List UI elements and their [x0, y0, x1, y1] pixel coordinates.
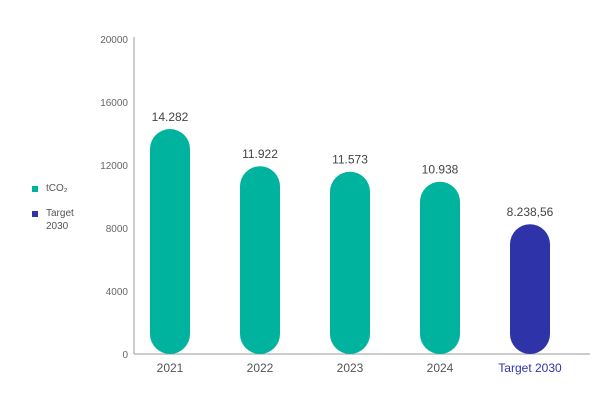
legend: tCO₂ Target 2030 — [32, 182, 102, 245]
bar-2021 — [150, 129, 190, 354]
y-tick-label: 8000 — [106, 224, 129, 235]
y-tick-label: 4000 — [106, 287, 129, 298]
x-tick-label: Target 2030 — [498, 361, 562, 375]
x-tick-label: 2022 — [247, 361, 274, 375]
value-label: 11.922 — [242, 147, 278, 161]
x-tick-label: 2024 — [427, 361, 454, 375]
bar-2022 — [240, 166, 280, 354]
x-tick-label: 2021 — [157, 361, 184, 375]
bar-target-2030 — [510, 224, 550, 354]
legend-swatch-tco2 — [32, 186, 38, 192]
value-label: 14.282 — [152, 110, 189, 124]
legend-label-target-2030: Target 2030 — [46, 208, 74, 232]
value-label: 11.573 — [332, 153, 368, 167]
bar-2024 — [420, 181, 460, 354]
bar-2023 — [330, 171, 370, 354]
y-tick-label: 0 — [122, 350, 128, 361]
legend-swatch-target-2030 — [32, 211, 38, 217]
legend-label-tco2: tCO₂ — [46, 183, 68, 194]
y-tick-label: 16000 — [100, 98, 128, 109]
y-tick-label: 12000 — [100, 161, 128, 172]
value-label: 10.938 — [422, 163, 459, 177]
y-tick-label: 20000 — [100, 35, 128, 46]
legend-item-target-2030: Target 2030 — [32, 207, 102, 233]
legend-item-tco2: tCO₂ — [32, 182, 102, 195]
value-label: 8.238,56 — [507, 205, 554, 219]
x-tick-label: 2023 — [337, 361, 364, 375]
